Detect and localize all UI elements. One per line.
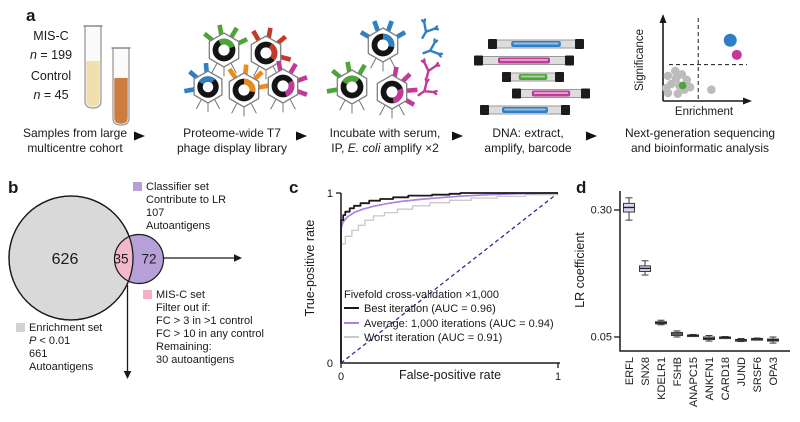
phage-library-icon (183, 24, 308, 117)
volcano-xlabel: Enrichment (675, 106, 734, 118)
step1-caption: Samples from large multicentre cohort (22, 126, 128, 155)
roc-legend-title: Fivefold cross-validation ×1,000 (344, 289, 499, 301)
box-ytick-005: 0.05 (591, 332, 612, 344)
enrichment-set-legend: Enrichment set P < 0.01 661 Autoantigens (16, 322, 139, 374)
cohort-group1-n: n = 199 (29, 48, 73, 62)
cohort-counts: MIS-C n = 199 Control n = 45 (18, 27, 84, 105)
volcano-ylabel: Significance (634, 29, 646, 91)
cohort-group2-n: n = 45 (33, 88, 69, 102)
dna-barcode-icon (474, 39, 590, 115)
roc-legend-best: Best iteration (AUC = 0.96) (344, 302, 580, 316)
roc-plot: 1 0 0 1 (327, 188, 561, 383)
venn-count-classifier: 72 (141, 252, 156, 267)
step3-caption: Incubate with serum, IP, E. coli amplify… (329, 126, 441, 155)
step2-caption: Proteome-wide T7 phage display library (176, 126, 288, 155)
roc-xtick-1: 1 (555, 371, 561, 383)
box-category-label: KDELR1 (656, 357, 668, 400)
roc-ylabel: True-positive rate (303, 219, 317, 317)
box-category-label: CARD18 (720, 357, 732, 400)
panel-d-label: d (576, 178, 587, 197)
box-category-label: ANKFN1 (704, 357, 716, 400)
cohort-group2: Control (30, 69, 72, 83)
venn-count-enrichment: 626 (52, 251, 79, 268)
misc-set-swatch (143, 290, 152, 299)
venn-down-arrow-icon (123, 371, 132, 379)
box-category-label: OPA3 (768, 357, 780, 386)
volcano-scatter-plot: Significance Enrichment (634, 14, 752, 118)
panel-a-label: a (26, 6, 36, 25)
box-category-label: ERFL (624, 357, 636, 385)
box-category-label: ANAPC15 (688, 357, 700, 407)
step-arrow-icon (296, 131, 307, 141)
roc-xlabel: False-positive rate (398, 368, 502, 382)
step-arrow-icon (134, 131, 145, 141)
roc-legend: Fivefold cross-validation ×1,000 Best it… (344, 288, 580, 345)
box-category-label: SNX8 (640, 357, 652, 386)
roc-ytick-1: 1 (327, 188, 333, 200)
roc-xtick-0: 0 (338, 371, 344, 383)
x-axis-arrow-icon (743, 97, 752, 105)
box-ytick-030: 0.30 (591, 205, 612, 217)
worst-line-swatch (344, 335, 359, 338)
venn-diagram: 626 35 72 (8, 195, 242, 379)
phage-serum-antibody-icon (326, 18, 444, 119)
step5-caption: Next-generation sequencing and bioinforma… (624, 126, 776, 155)
roc-ytick-0: 0 (327, 358, 333, 370)
box-category-label: JUND (736, 357, 748, 386)
venn-count-overlap: 35 (113, 252, 128, 267)
step-arrow-icon (452, 131, 463, 141)
y-axis-arrow-icon (659, 14, 667, 23)
roc-legend-worst: Worst iteration (AUC = 0.91) (344, 331, 580, 345)
boxplot: 0.30 0.05 ERFL SNX8 KDELR1 FSHB ANAPC15 ANKFN… (591, 191, 790, 407)
test-tubes-icon (83, 25, 131, 126)
classifier-set-swatch (133, 182, 142, 191)
box-category-label: SRSF6 (752, 357, 764, 392)
venn-right-arrow-icon (234, 254, 242, 262)
venn-overlap-region (114, 234, 133, 284)
box-category-label: FSHB (672, 357, 684, 386)
panel-c-label: c (289, 178, 299, 197)
classifier-set-legend: Classifier set Contribute to LR 107 Auto… (133, 181, 256, 233)
cohort-group1: MIS-C (33, 29, 69, 43)
best-line-swatch (344, 307, 359, 310)
boxplot-ylabel: LR coefficient (573, 232, 587, 308)
misc-set-legend: MIS-C set Filter out if: FC > 3 in >1 co… (143, 289, 286, 367)
step-arrow-icon (586, 131, 597, 141)
average-line-swatch (344, 321, 359, 324)
step4-caption: DNA: extract, amplify, barcode (484, 126, 572, 155)
roc-legend-average: Average: 1,000 iterations (AUC = 0.94) (344, 317, 580, 331)
panel-b-label: b (8, 178, 19, 197)
enrichment-set-swatch (16, 323, 25, 332)
